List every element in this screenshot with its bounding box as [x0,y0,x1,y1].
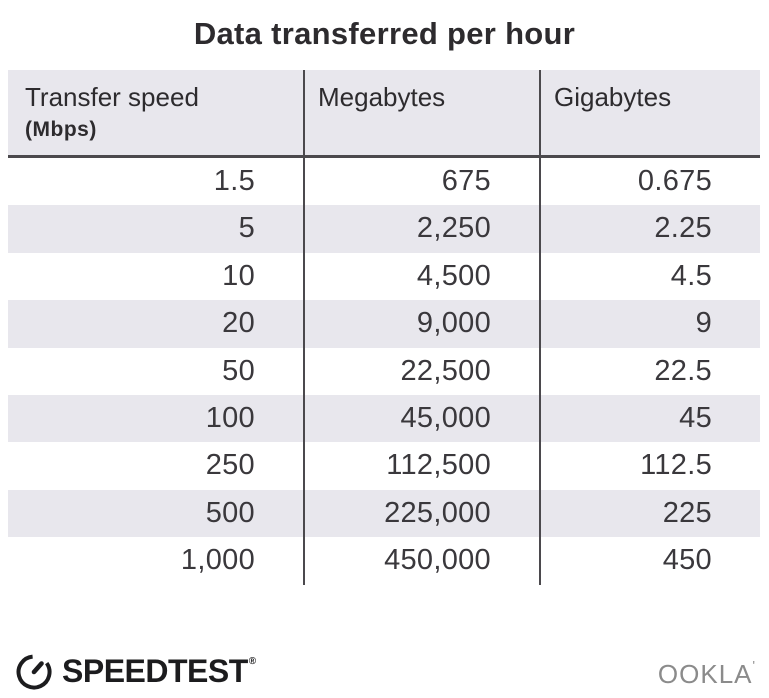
page-title: Data transferred per hour [193,16,576,51]
cell-transfer-speed: 500 [205,496,255,529]
ookla-trademark-tick: ' [752,658,756,673]
table-row: 250 112,500 112.5 [8,442,760,490]
cell-megabytes: 112,500 [303,442,539,490]
cell-transfer-speed: 20 [222,307,255,340]
cell-megabytes: 225,000 [303,489,539,538]
header-gigabytes: Gigabytes [539,70,760,155]
speedtest-logo: SPEEDTEST® [14,651,256,691]
table-row: 5 2,250 2.25 [8,205,760,253]
cell-megabytes: 9,000 [303,300,539,348]
cell-gigabytes: 225 [539,489,760,538]
cell-transfer-speed: 250 [205,449,255,482]
cell-gigabytes: 4.5 [539,252,760,301]
table-body: 1.5 675 0.675 5 2,250 2.25 10 4,500 4.5 … [8,158,760,585]
header-megabytes: Megabytes [303,70,539,155]
speedtest-label: SPEEDTEST [62,652,248,689]
cell-megabytes: 450,000 [303,537,539,585]
cell-transfer-speed: 50 [222,354,255,387]
header-transfer-speed-label: Transfer speed [25,82,199,112]
cell-gigabytes: 22.5 [539,347,760,395]
table-header-row: Transfer speed (Mbps) Megabytes Gigabyte… [8,70,760,158]
table-row: 50 22,500 22.5 [8,347,760,395]
table-row: 100 45,000 45 [8,394,760,443]
cell-transfer-speed: 1,000 [180,544,255,577]
cell-megabytes: 22,500 [303,347,539,395]
registered-trademark-symbol: ® [248,655,256,667]
data-table: Transfer speed (Mbps) Megabytes Gigabyte… [8,70,760,585]
ookla-label: OOKLA [657,659,753,689]
cell-megabytes: 2,250 [303,205,539,253]
footer: SPEEDTEST® OOKLA' [0,644,769,698]
cell-transfer-speed: 1.5 [213,165,255,197]
speedtest-wordmark: SPEEDTEST® [62,652,256,690]
table-row: 1.5 675 0.675 [8,158,760,206]
cell-gigabytes: 0.675 [539,158,760,206]
cell-gigabytes: 9 [539,300,760,348]
cell-megabytes: 4,500 [303,252,539,301]
cell-transfer-speed: 5 [238,212,255,245]
cell-transfer-speed: 10 [222,259,255,292]
header-mbps-unit: (Mbps) [25,117,97,141]
table-row: 20 9,000 9 [8,300,760,348]
speedtest-gauge-icon [14,651,54,691]
cell-gigabytes: 450 [539,537,760,585]
cell-megabytes: 675 [303,158,539,206]
cell-megabytes: 45,000 [303,394,539,443]
table-row: 10 4,500 4.5 [8,252,760,301]
cell-gigabytes: 112.5 [539,442,760,490]
table-row: 1,000 450,000 450 [8,537,760,585]
cell-transfer-speed: 100 [205,401,255,434]
ookla-logo: OOKLA' [657,658,756,690]
table-row: 500 225,000 225 [8,489,760,538]
cell-gigabytes: 45 [539,394,760,443]
header-transfer-speed: Transfer speed (Mbps) [8,70,303,155]
cell-gigabytes: 2.25 [539,205,760,253]
